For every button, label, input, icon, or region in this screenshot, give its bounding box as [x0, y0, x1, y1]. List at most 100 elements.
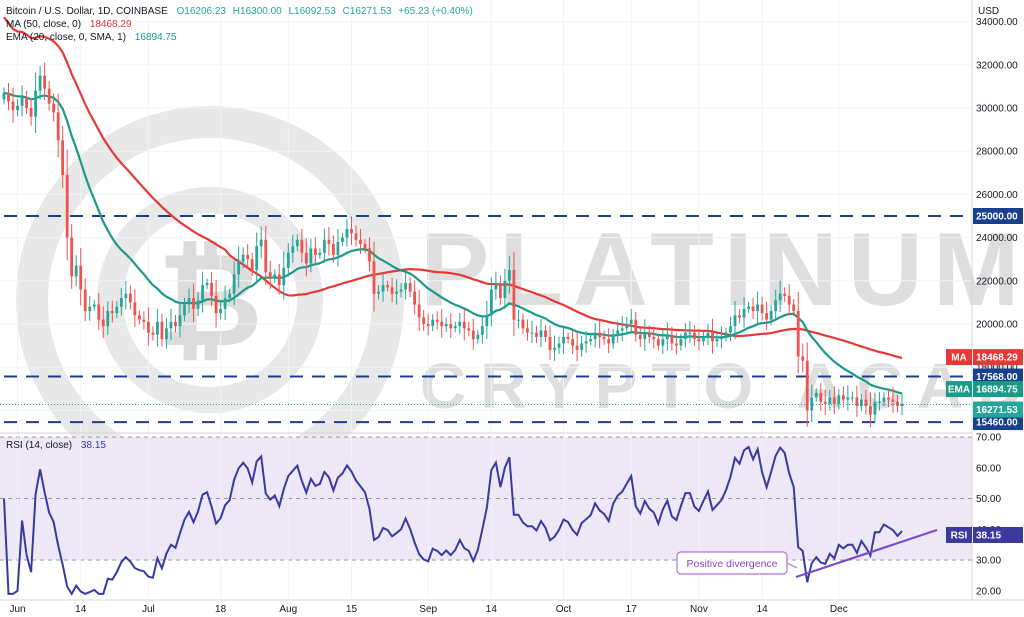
candle-body: [711, 332, 714, 342]
candle-body: [16, 105, 19, 111]
candle-body: [652, 336, 656, 340]
candle-body: [363, 244, 367, 249]
candle-body: [756, 304, 759, 312]
candle-body: [724, 332, 728, 337]
price-tick-label: 34000.00: [976, 17, 1018, 28]
candle-body: [137, 315, 141, 320]
rsi-tick-label: 20.00: [976, 586, 1001, 597]
candle-body: [887, 397, 890, 400]
legend-ma: MA (50, close, 0) 18468.29: [6, 19, 132, 30]
time-tick-label: 14: [75, 604, 87, 615]
candle-body: [661, 339, 665, 346]
candle-body: [106, 311, 110, 327]
legend-rsi-value: 38.15: [81, 440, 106, 451]
candle-body: [787, 295, 791, 305]
candle-body: [183, 304, 186, 316]
candle-body: [656, 339, 660, 346]
candle-body: [530, 332, 534, 334]
candle-body: [286, 252, 290, 268]
time-tick-label: 15: [346, 604, 358, 615]
divergence-trendline: [795, 528, 938, 579]
candle-body: [580, 343, 584, 350]
time-tick-label: Aug: [279, 604, 297, 615]
candle-body: [557, 343, 561, 348]
candle-body: [855, 397, 859, 407]
time-axis[interactable]: Jun 14 Jul 18 Aug 15 Sep 14 Oct 17 Nov 14 Dec: [9, 604, 847, 615]
candle-body: [11, 101, 15, 111]
time-tick-label: 18: [215, 604, 227, 615]
legend-ma-label: MA (50, close, 0): [6, 19, 81, 30]
price-tick-label: 32000.00: [976, 60, 1018, 71]
price-tag-label: 16271.53: [976, 405, 1018, 416]
time-tick-label: 14: [757, 604, 769, 615]
time-tick-label: Jul: [142, 604, 155, 615]
candle-body: [359, 239, 362, 245]
candle-body: [92, 304, 96, 307]
candle-body: [850, 397, 854, 399]
candle-body: [742, 308, 746, 318]
candle-body: [670, 334, 674, 344]
candle-body: [151, 332, 155, 335]
indicator-tag-prefix: [946, 349, 972, 366]
candle-body: [372, 261, 376, 294]
candle-body: [679, 339, 683, 346]
candle-body: [386, 285, 389, 288]
price-tick-label: 30000.00: [976, 104, 1018, 115]
candle-body: [453, 326, 457, 329]
candle-body: [250, 259, 254, 270]
candle-body: [70, 237, 74, 277]
candle-body: [882, 397, 886, 402]
candle-body: [422, 317, 426, 324]
rsi-tag-box: [973, 526, 1023, 543]
candle-body: [192, 298, 195, 309]
candle-body: [336, 241, 340, 255]
candle-body: [796, 311, 800, 357]
candle-body: [607, 339, 611, 344]
candle-body: [869, 406, 872, 415]
candle-body: [7, 92, 10, 102]
price-tag-box: [973, 381, 1023, 398]
price-tick-label: 24000.00: [976, 233, 1018, 244]
candle-body: [291, 246, 295, 253]
time-tick-label: 14: [486, 604, 498, 615]
watermark-line2: CRYPTO ACADEMY: [420, 350, 1024, 422]
candlestick-series: [2, 62, 904, 428]
candle-body: [282, 267, 286, 286]
candle-body: [237, 261, 241, 275]
candle-body: [228, 293, 232, 299]
candle-body: [435, 319, 439, 322]
candle-body: [178, 315, 182, 327]
time-tick-label: 17: [626, 604, 638, 615]
price-grid: [0, 21, 972, 411]
price-tick-label: 22000.00: [976, 276, 1018, 287]
candle-body: [449, 324, 453, 329]
candle-body: [300, 239, 304, 253]
candle-body: [309, 248, 313, 264]
price-tag-box: [973, 401, 1023, 418]
candle-body: [408, 282, 412, 292]
candle-body: [38, 75, 42, 91]
price-tick-label: 18000.00: [976, 363, 1018, 374]
candle-body: [616, 330, 620, 335]
candle-body: [512, 270, 516, 320]
candle-body: [819, 393, 823, 402]
candle-body: [494, 282, 498, 290]
positive-divergence-annotation: Positive divergence: [676, 528, 938, 579]
currency-label: USD: [978, 6, 999, 17]
candle-body: [426, 324, 430, 327]
candle-body: [535, 332, 538, 337]
legend-symbol: Bitcoin / U.S. Dollar, 1D, COINBASE O162…: [6, 6, 473, 17]
candle-body: [56, 112, 60, 141]
candle-body: [544, 330, 547, 337]
price-tag-label: 17568.00: [976, 372, 1018, 383]
legend: Bitcoin / U.S. Dollar, 1D, COINBASE O162…: [6, 6, 473, 451]
time-tick-label: Sep: [419, 604, 437, 615]
candle-body: [480, 326, 484, 335]
legend-rsi-label: RSI (14, close): [6, 440, 72, 451]
candle-body: [765, 313, 769, 320]
candle-body: [471, 330, 475, 340]
candle-body: [801, 356, 805, 361]
candle-body: [277, 274, 281, 286]
candle-body: [147, 321, 150, 333]
